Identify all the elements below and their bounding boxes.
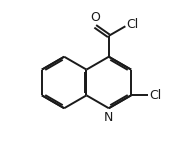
Text: Cl: Cl bbox=[126, 18, 138, 31]
Text: O: O bbox=[90, 11, 100, 24]
Text: Cl: Cl bbox=[150, 89, 162, 102]
Text: N: N bbox=[104, 111, 114, 124]
